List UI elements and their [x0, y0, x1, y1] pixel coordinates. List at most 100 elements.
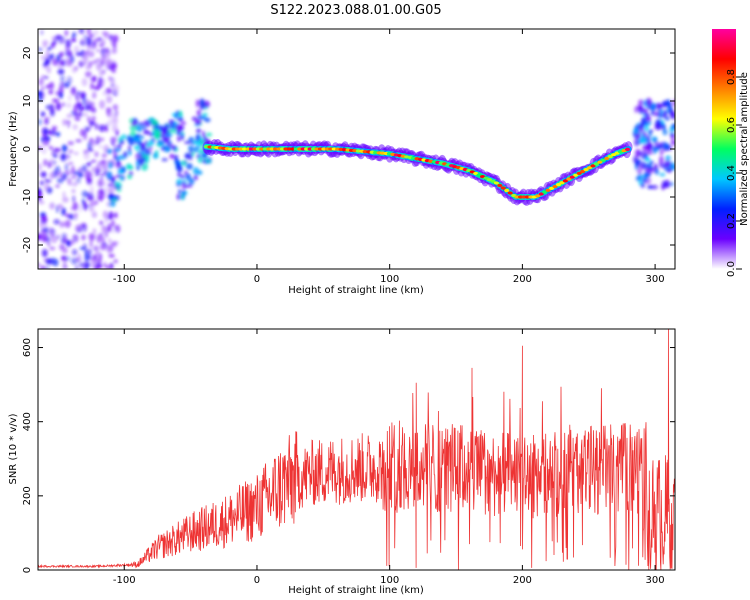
noise-blob [86, 161, 92, 168]
noise-blob [50, 42, 56, 49]
noise-blob [58, 91, 64, 99]
noise-blob [98, 69, 105, 77]
feature-blob [161, 158, 168, 162]
x-tick-label: -100 [113, 274, 136, 285]
feature-blob [180, 160, 187, 166]
noise-blob [48, 89, 54, 95]
noise-blob [38, 109, 42, 113]
colorbar-label: Normalized spectral amplitude [739, 72, 750, 226]
noise-blob [56, 177, 64, 184]
edge-blob [658, 159, 663, 168]
noise-blob [104, 166, 109, 170]
noise-blob [52, 98, 59, 103]
noise-blob [76, 91, 81, 95]
noise-blob [69, 55, 75, 64]
feature-blob [146, 130, 150, 134]
feature-blob [135, 162, 141, 166]
feature-blob [178, 189, 182, 195]
feature-blob [135, 139, 142, 143]
noise-blob [45, 49, 50, 59]
feature-blob [117, 169, 123, 174]
noise-blob [59, 81, 66, 88]
noise-blob [100, 177, 104, 183]
feature-blob [128, 150, 132, 156]
noise-blob [75, 93, 79, 100]
noise-blob [54, 184, 60, 188]
noise-blob [73, 212, 78, 218]
noise-blob [41, 75, 48, 80]
noise-blob [79, 246, 86, 251]
noise-blob [65, 256, 70, 262]
noise-blob [61, 172, 68, 181]
noise-blob [111, 123, 118, 133]
noise-blob [61, 102, 66, 107]
feature-blob [199, 98, 205, 107]
noise-blob [83, 151, 90, 160]
colorbar-tick-label: 0.8 [726, 69, 737, 85]
noise-blob [72, 234, 79, 243]
chart-title: S122.2023.088.01.00.G05 [270, 3, 441, 18]
noise-blob [78, 167, 84, 174]
edge-blob [638, 99, 645, 106]
noise-blob [61, 144, 68, 153]
noise-blob [101, 225, 107, 235]
noise-blob [49, 232, 54, 237]
noise-blob [111, 219, 115, 227]
noise-blob [48, 54, 53, 59]
noise-blob [107, 119, 113, 127]
noise-blob [93, 265, 100, 269]
noise-blob [50, 235, 58, 244]
feature-blob [118, 154, 126, 160]
edge-blob [658, 103, 663, 109]
noise-blob [77, 203, 83, 213]
ridge-core [566, 177, 572, 181]
ridge-core [493, 181, 499, 185]
ridge-core [593, 162, 600, 166]
feature-blob [184, 140, 191, 145]
noise-blob [58, 221, 66, 228]
noise-blob [105, 107, 112, 114]
noise-blob [89, 200, 96, 208]
edge-blob [663, 109, 668, 116]
noise-blob [74, 117, 81, 122]
noise-blob [44, 179, 52, 183]
y-tick-label: 0 [22, 146, 33, 152]
snr-panel: -100 0 100 200 300 0 200 400 600 Height of strai… [8, 328, 676, 596]
noise-blob [111, 39, 117, 48]
x-tick-label: 0 [254, 575, 260, 586]
noise-blob [85, 171, 89, 176]
noise-blob [89, 120, 96, 126]
noise-blob [68, 149, 74, 154]
feature-blob [198, 138, 205, 146]
noise-blob [41, 248, 48, 258]
edge-blob [646, 150, 653, 156]
ridge-core [576, 171, 582, 175]
edge-blob [650, 110, 655, 116]
noise-blob [99, 60, 105, 67]
noise-blob [45, 116, 51, 121]
noise-blob [92, 29, 99, 37]
noise-blob [98, 124, 106, 132]
ridge-core [600, 158, 606, 162]
ridge-core [604, 156, 610, 161]
noise-blob [86, 177, 93, 185]
noise-blob [79, 128, 85, 137]
feature-blob [106, 148, 113, 154]
edge-blob [645, 142, 653, 151]
feature-blob [177, 118, 184, 122]
noise-blob [48, 158, 56, 168]
noise-blob [98, 78, 105, 83]
noise-blob [51, 125, 58, 131]
feature-blob [107, 183, 113, 187]
colorbar-tick-label: 0.4 [726, 165, 737, 181]
edge-blob [650, 102, 656, 110]
x-tick-label: 200 [513, 575, 532, 586]
ridge-core [569, 175, 575, 179]
noise-blob [43, 158, 48, 167]
feature-blob [201, 112, 208, 117]
edge-blob [646, 163, 653, 169]
feature-blob [142, 157, 147, 163]
feature-blob [136, 164, 141, 171]
ridge-core [507, 191, 513, 195]
noise-blob [61, 263, 68, 269]
